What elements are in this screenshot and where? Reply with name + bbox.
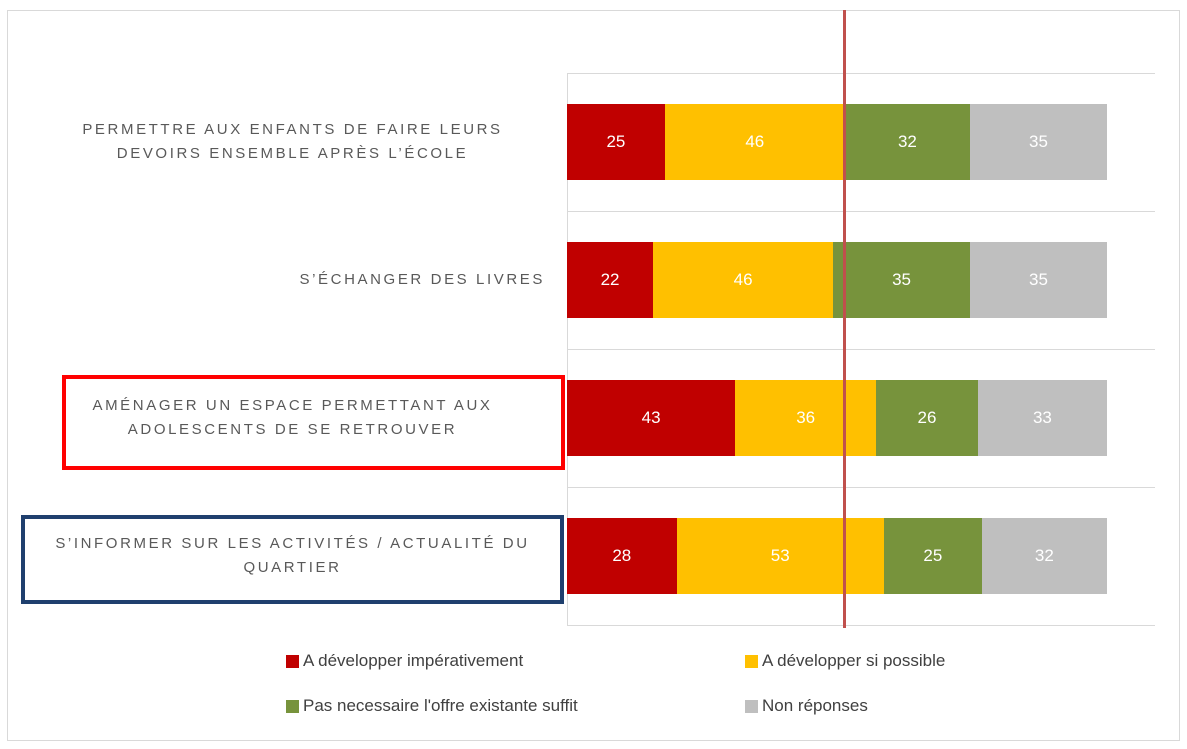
legend-label: Non réponses	[762, 696, 868, 715]
legend-swatch	[286, 699, 299, 713]
bar-segment: 33	[977, 380, 1107, 456]
grid-line	[567, 625, 1155, 626]
category-label: S’INFORMER SUR LES ACTIVITÉS / ACTUALITÉ…	[55, 535, 530, 576]
bar-segment: 36	[735, 380, 877, 456]
grid-line	[567, 349, 1155, 350]
legend-label: A développer impérativement	[303, 651, 524, 670]
category-label: S’ÉCHANGER DES LIVRES	[299, 271, 545, 288]
grid-line	[567, 73, 1155, 74]
legend-entry: Non réponses	[745, 694, 868, 718]
highlight-box	[21, 515, 564, 604]
bar-segment: 28	[567, 518, 677, 594]
grid-line	[567, 211, 1155, 212]
legend-entry: Pas necessaire l'offre existante suffit	[286, 694, 578, 718]
category-label: AMÉNAGER UN ESPACE PERMETTANT AUX ADOLES…	[92, 397, 493, 438]
bar-segment: 35	[970, 104, 1107, 180]
category-label: PERMETTRE AUX ENFANTS DE FAIRE LEURS DEV…	[82, 121, 503, 162]
bar-segment: 32	[844, 104, 971, 180]
bar-segment: 25	[567, 104, 665, 180]
bar-segment: 35	[833, 242, 971, 318]
reference-line	[843, 10, 846, 628]
bar-segment: 46	[653, 242, 834, 318]
legend-swatch	[286, 654, 299, 668]
bar-segment: 35	[970, 242, 1107, 318]
bar-segment: 25	[883, 518, 982, 594]
bar-segment: 43	[567, 380, 736, 456]
bar-segment: 46	[664, 104, 845, 180]
legend-entry: A développer impérativement	[286, 649, 523, 673]
highlight-box	[62, 375, 565, 470]
chart-border	[7, 10, 1180, 741]
legend-label: A développer si possible	[762, 651, 946, 670]
legend-entry: A développer si possible	[745, 649, 945, 673]
legend-label: Pas necessaire l'offre existante suffit	[303, 696, 578, 715]
bar-segment: 32	[981, 518, 1107, 594]
legend-swatch	[745, 699, 758, 713]
legend-swatch	[745, 654, 758, 668]
bar-segment: 22	[567, 242, 654, 318]
grid-line	[567, 487, 1155, 488]
bar-segment: 53	[676, 518, 884, 594]
bar-segment: 26	[876, 380, 978, 456]
